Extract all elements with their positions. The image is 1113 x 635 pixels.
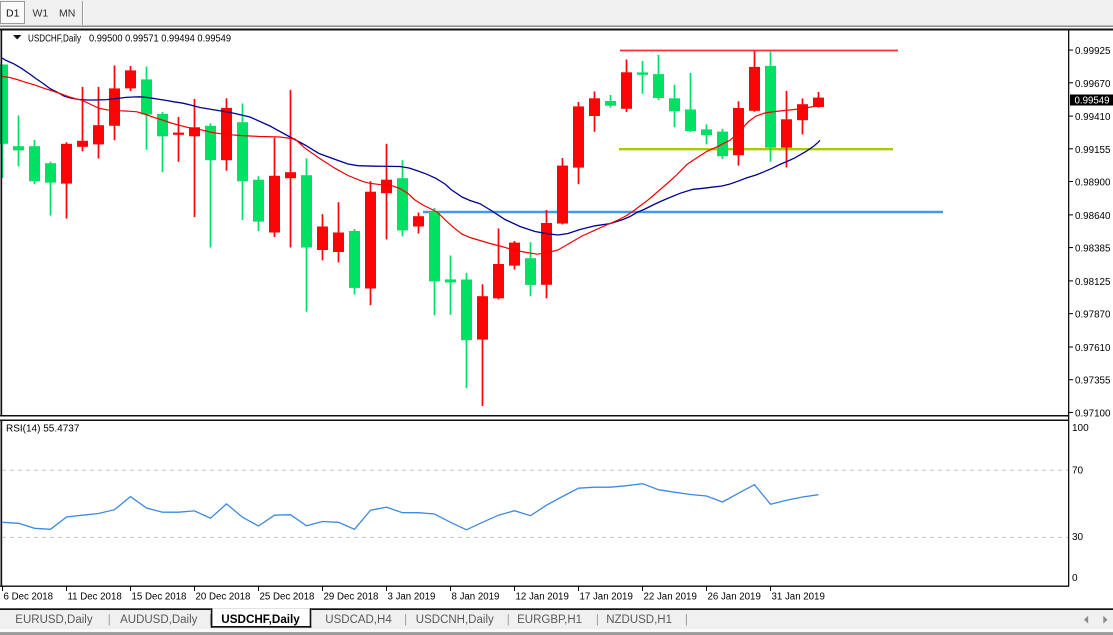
svg-text:6 Dec 2018: 6 Dec 2018 [4, 592, 54, 603]
svg-text:17 Jan 2019: 17 Jan 2019 [580, 592, 633, 603]
svg-text:0.97355: 0.97355 [1075, 376, 1111, 387]
svg-text:|: | [404, 614, 407, 626]
svg-text:31 Jan 2019: 31 Jan 2019 [772, 592, 825, 603]
svg-text:11 Dec 2018: 11 Dec 2018 [68, 592, 122, 603]
svg-text:0.97100: 0.97100 [1075, 408, 1111, 419]
svg-text:0.99410: 0.99410 [1075, 112, 1111, 123]
svg-text:|: | [685, 614, 688, 626]
svg-text:W1: W1 [33, 8, 49, 20]
svg-text:0.99925: 0.99925 [1075, 46, 1111, 57]
svg-text:25 Dec 2018: 25 Dec 2018 [260, 592, 315, 603]
svg-text:0.97870: 0.97870 [1075, 310, 1111, 321]
svg-text:RSI(14) 55.4737: RSI(14) 55.4737 [6, 424, 80, 435]
svg-text:USDCAD,H4: USDCAD,H4 [325, 614, 392, 626]
svg-text:29 Dec 2018: 29 Dec 2018 [324, 592, 379, 603]
svg-text:15 Dec 2018: 15 Dec 2018 [132, 592, 187, 603]
svg-text:|: | [209, 614, 212, 626]
svg-text:|: | [108, 614, 111, 626]
svg-text:EURUSD,Daily: EURUSD,Daily [15, 614, 93, 626]
svg-text:MN: MN [59, 8, 75, 20]
svg-text:0.98125: 0.98125 [1075, 277, 1111, 288]
svg-text:0.99500 0.99571 0.99494 0.9954: 0.99500 0.99571 0.99494 0.99549 [89, 33, 231, 45]
svg-text:0.97610: 0.97610 [1075, 343, 1111, 354]
svg-text:100: 100 [1072, 423, 1089, 434]
svg-text:USDCHF,Daily: USDCHF,Daily [221, 614, 300, 626]
svg-text:26 Jan 2019: 26 Jan 2019 [708, 592, 761, 603]
svg-text:70: 70 [1072, 465, 1084, 476]
svg-text:0: 0 [1072, 573, 1078, 584]
svg-text:0.99670: 0.99670 [1075, 79, 1111, 90]
svg-text:0.99549: 0.99549 [1075, 96, 1110, 107]
svg-text:30: 30 [1072, 532, 1084, 543]
svg-text:0.98385: 0.98385 [1075, 244, 1111, 255]
svg-text:0.98640: 0.98640 [1075, 211, 1111, 222]
svg-text:USDCHF,Daily: USDCHF,Daily [28, 33, 82, 45]
svg-text:12 Jan 2019: 12 Jan 2019 [516, 592, 569, 603]
svg-text:0.99155: 0.99155 [1075, 145, 1111, 156]
svg-text:USDCNH,Daily: USDCNH,Daily [416, 614, 494, 626]
svg-text:|: | [507, 614, 510, 626]
svg-text:0.98900: 0.98900 [1075, 178, 1111, 189]
svg-text:20 Dec 2018: 20 Dec 2018 [196, 592, 251, 603]
svg-text:D1: D1 [6, 8, 20, 20]
svg-text:3 Jan 2019: 3 Jan 2019 [388, 592, 436, 603]
svg-text:22 Jan 2019: 22 Jan 2019 [644, 592, 697, 603]
svg-text:AUDUSD,Daily: AUDUSD,Daily [120, 614, 198, 626]
svg-text:8 Jan 2019: 8 Jan 2019 [452, 592, 500, 603]
svg-text:EURGBP,H1: EURGBP,H1 [517, 614, 582, 626]
svg-text:|: | [596, 614, 599, 626]
svg-text:NZDUSD,H1: NZDUSD,H1 [606, 614, 672, 626]
